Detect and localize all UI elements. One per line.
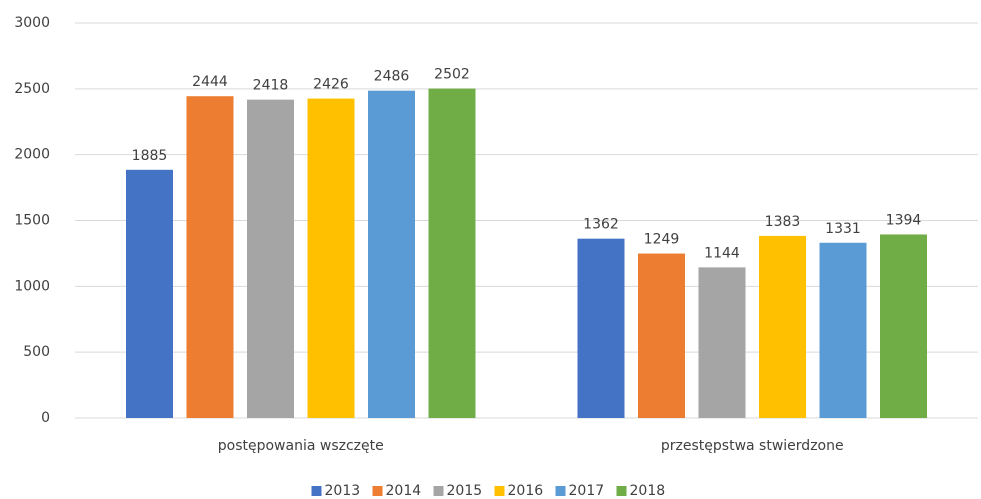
y-tick-label: 1500 [14,213,50,229]
y-tick-label: 3000 [14,15,50,31]
bar [126,169,173,418]
legend-label: 2017 [569,483,605,499]
data-label: 2502 [434,67,470,83]
y-tick-label: 1000 [14,278,50,294]
bar [819,242,867,418]
data-label: 2426 [313,77,349,93]
bar [577,238,625,418]
legend-swatch [555,486,566,496]
y-tick-label: 2500 [14,81,50,97]
legend-swatch [433,486,444,496]
bar [368,90,415,418]
legend-label: 2013 [325,483,361,499]
data-label: 1362 [583,217,619,233]
bar [186,96,234,418]
bar [698,267,746,418]
bar [880,234,927,418]
legend-label: 2016 [508,483,544,499]
data-label: 1885 [132,148,168,164]
bar [638,253,685,418]
y-tick-label: 0 [41,410,50,426]
y-tick-label: 500 [23,344,50,360]
bar [307,98,355,419]
data-label: 2444 [192,74,228,90]
data-label: 1249 [644,232,680,248]
data-label: 1331 [825,221,861,237]
x-tick-label: przestępstwa stwierdzone [661,438,844,454]
y-tick-label: 2000 [14,147,50,163]
bar [247,99,294,418]
data-label: 2418 [253,78,289,94]
legend-swatch [311,486,322,496]
data-label: 1144 [704,245,740,261]
legend-swatch [372,486,383,496]
legend-swatch [494,486,505,496]
data-label: 1383 [765,214,801,230]
bar [428,88,476,418]
legend-swatch [616,486,627,496]
x-tick-label: postępowania wszczęte [218,438,384,454]
data-label: 2486 [374,69,410,85]
bar [759,235,806,418]
legend-label: 2014 [386,483,422,499]
legend-label: 2015 [447,483,483,499]
data-label: 1394 [886,212,922,228]
legend-label: 2018 [630,483,666,499]
